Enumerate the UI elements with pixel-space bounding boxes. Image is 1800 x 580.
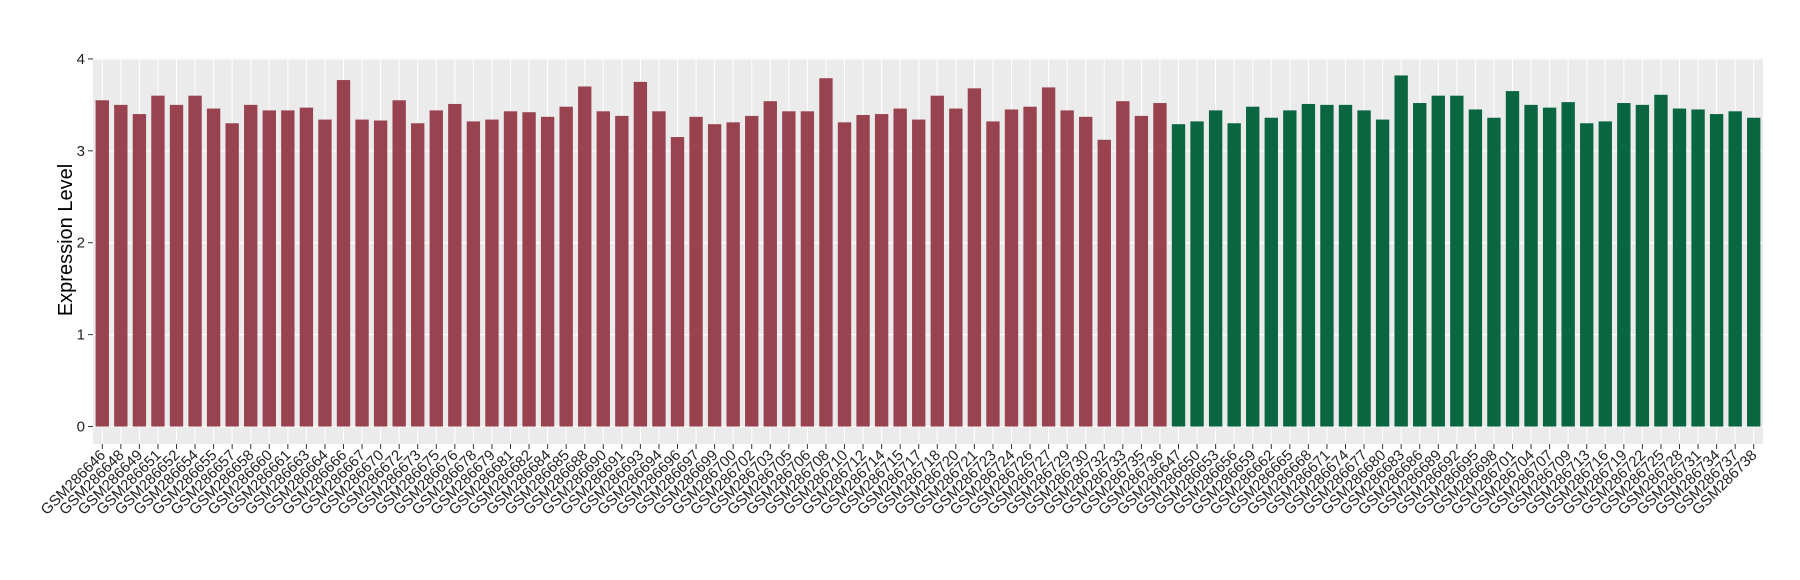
bar xyxy=(485,119,499,427)
y-tick-label: 1 xyxy=(77,327,85,344)
bar xyxy=(1561,102,1575,427)
bar xyxy=(912,119,926,427)
bar xyxy=(874,114,889,427)
bar xyxy=(503,111,518,427)
bar xyxy=(967,88,982,427)
bar xyxy=(1598,121,1612,427)
y-tick-label: 4 xyxy=(77,51,85,68)
bar xyxy=(1301,103,1316,427)
bar xyxy=(745,115,759,427)
bar xyxy=(670,137,685,427)
bar xyxy=(132,114,147,427)
bar xyxy=(1450,95,1464,427)
bar xyxy=(1171,124,1186,427)
bar xyxy=(1524,104,1538,427)
bar xyxy=(633,81,648,427)
bar xyxy=(1691,109,1705,427)
bar xyxy=(1728,111,1742,427)
bar xyxy=(707,124,722,427)
bar xyxy=(1227,123,1241,427)
bar xyxy=(225,123,239,427)
bar xyxy=(615,115,629,427)
bar xyxy=(262,110,276,427)
bar xyxy=(819,78,833,427)
plot-panel xyxy=(93,58,1763,444)
bar xyxy=(1468,109,1483,427)
bar xyxy=(1264,117,1278,427)
bar xyxy=(466,121,481,427)
bar xyxy=(578,86,592,427)
bar xyxy=(930,95,944,427)
bar xyxy=(1190,121,1204,427)
bar xyxy=(596,111,610,427)
bar xyxy=(763,101,777,427)
bar xyxy=(336,80,351,427)
bar xyxy=(1004,109,1019,427)
bar xyxy=(206,108,221,427)
bar xyxy=(1709,114,1724,427)
bar xyxy=(299,107,314,427)
bar xyxy=(1487,117,1501,427)
bar xyxy=(114,104,128,427)
bar xyxy=(856,114,870,427)
bar xyxy=(1041,87,1056,427)
bar xyxy=(1635,104,1650,427)
bar xyxy=(1394,75,1408,427)
bar xyxy=(244,104,258,427)
bar xyxy=(1617,103,1631,427)
bar xyxy=(837,122,852,427)
bar xyxy=(1338,104,1353,427)
y-axis-label: Expression Level xyxy=(55,164,77,316)
bar xyxy=(1357,110,1371,427)
bar xyxy=(1747,117,1761,427)
bar xyxy=(373,120,388,427)
bar xyxy=(540,116,555,427)
bar xyxy=(429,110,443,427)
bar xyxy=(559,106,573,427)
bar xyxy=(1431,95,1445,427)
bar xyxy=(355,119,369,427)
bar xyxy=(411,123,425,427)
bar xyxy=(1542,107,1557,427)
bar xyxy=(1505,91,1520,427)
y-tick-label: 2 xyxy=(77,235,85,252)
bar xyxy=(986,121,1000,427)
bar xyxy=(522,112,536,427)
bar xyxy=(1320,104,1334,427)
bar xyxy=(151,95,165,427)
bar xyxy=(782,111,796,427)
bar xyxy=(726,122,740,427)
bar xyxy=(1060,110,1074,427)
bar xyxy=(1208,110,1223,427)
bar xyxy=(1580,123,1594,427)
bar xyxy=(949,108,963,427)
bar xyxy=(1023,106,1037,427)
y-tick-label: 0 xyxy=(77,419,85,436)
bar xyxy=(1134,115,1149,427)
bar xyxy=(800,111,815,427)
bar xyxy=(652,111,666,427)
bar xyxy=(1246,106,1260,427)
bar xyxy=(1283,110,1297,427)
bar xyxy=(1375,119,1390,427)
bar xyxy=(689,116,703,427)
bar xyxy=(1079,116,1093,427)
bar xyxy=(392,100,406,427)
bar xyxy=(318,119,332,427)
bar xyxy=(281,110,295,427)
bar xyxy=(448,103,462,427)
bar xyxy=(188,95,202,427)
bar xyxy=(1153,103,1167,427)
y-tick-label: 3 xyxy=(77,143,85,160)
bar xyxy=(1654,94,1668,427)
bar xyxy=(893,108,907,427)
bar xyxy=(1097,139,1111,427)
bar xyxy=(1413,103,1427,427)
bar xyxy=(1672,108,1687,427)
bar xyxy=(95,100,109,427)
bar xyxy=(169,104,184,427)
bar xyxy=(1116,101,1130,427)
